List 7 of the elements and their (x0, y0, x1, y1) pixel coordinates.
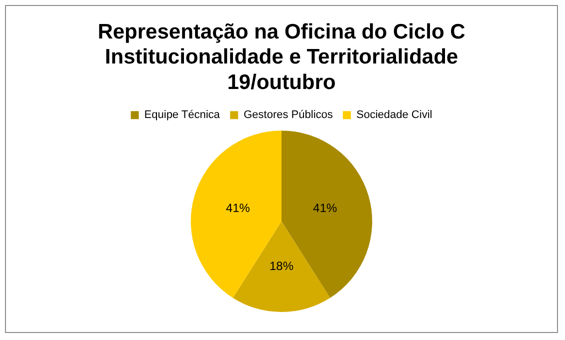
legend-label: Gestores Públicos (244, 109, 334, 122)
legend-label: Sociedade Civil (356, 109, 432, 122)
chart-title: Representação na Oficina do Ciclo C Institucionalidade e Territorialidade 19/outubro (98, 20, 466, 94)
data-label: 41% (226, 200, 250, 215)
data-label: 41% (313, 200, 338, 215)
data-label: 18% (269, 258, 294, 273)
legend-label: Equipe Técnica (144, 109, 221, 122)
